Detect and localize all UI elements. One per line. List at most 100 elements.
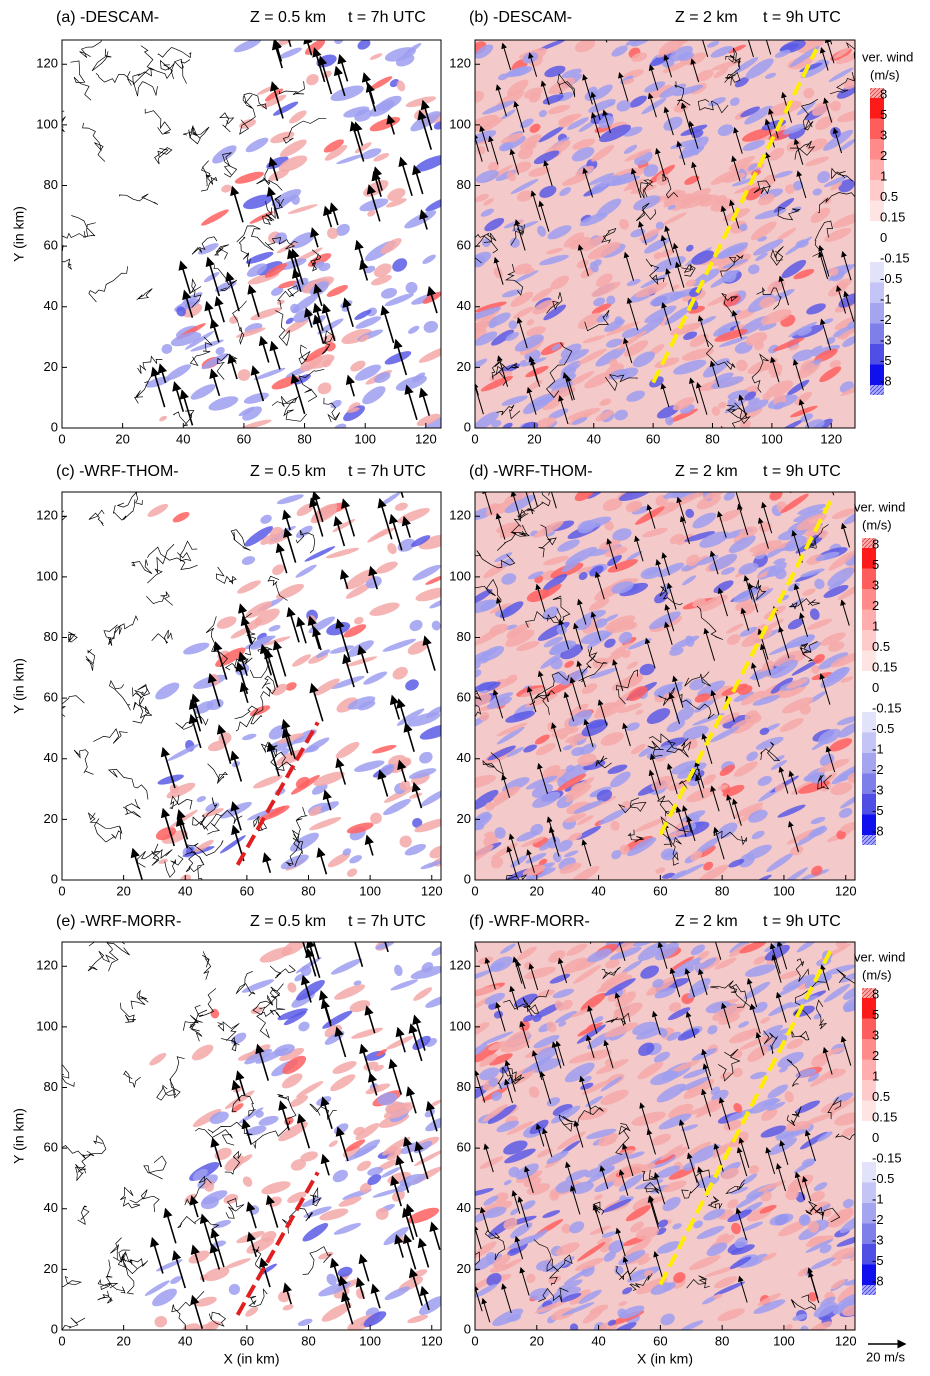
wind-arrow: [287, 40, 292, 48]
wind-arrow: [342, 297, 354, 328]
field-blob: [621, 327, 640, 339]
field-blob: [613, 1177, 624, 1187]
wind-arrow: [483, 1143, 494, 1173]
contour: [800, 643, 814, 662]
field-blob: [625, 722, 640, 732]
contour: [107, 768, 149, 800]
wind-arrow: [513, 100, 525, 133]
panel-title: (b) -DESCAM-: [469, 9, 572, 26]
field-blob: [396, 80, 406, 92]
field-blob: [233, 40, 262, 53]
field-blob: [411, 535, 431, 547]
x-tick-label: 80: [705, 431, 719, 446]
wind-arrow: [230, 750, 243, 782]
wind-arrow: [614, 992, 626, 1025]
field-blob: [762, 1098, 781, 1107]
wind-arrow: [765, 40, 772, 55]
colorbar-label: -5: [880, 353, 892, 368]
field-blob: [675, 706, 695, 722]
field-blob: [475, 662, 481, 670]
field-blob: [715, 245, 746, 259]
field-blob: [374, 372, 391, 383]
field-blob: [167, 744, 200, 761]
field-blob: [696, 1174, 720, 1189]
wind-arrow: [590, 611, 602, 641]
wind-arrow: [496, 355, 509, 387]
contour: [147, 546, 198, 570]
convergence-line: [235, 1171, 320, 1316]
field-blob: [836, 53, 855, 65]
wind-arrow: [417, 109, 433, 150]
field-blob: [300, 1151, 318, 1162]
field-blob: [773, 558, 786, 565]
contour: [192, 126, 210, 139]
field-blob: [828, 641, 845, 652]
field-blob: [650, 1070, 679, 1086]
field-blob: [526, 589, 550, 603]
y-tick-label: 0: [464, 419, 471, 434]
field-blob: [796, 942, 819, 953]
colorbar-swatch: [862, 589, 876, 610]
field-blob: [410, 966, 441, 980]
field-blob: [840, 791, 855, 809]
field-blob: [706, 1242, 728, 1257]
field-blob: [576, 1024, 606, 1044]
contour: [120, 1002, 136, 1023]
field-blob: [554, 1000, 564, 1012]
field-blob: [552, 988, 575, 999]
wind-arrow: [361, 72, 377, 112]
x-tick-label: 0: [58, 431, 65, 446]
field-blob: [604, 1022, 638, 1038]
contour: [789, 598, 821, 610]
field-blob: [648, 611, 681, 630]
field-blob: [475, 1254, 496, 1271]
field-blob: [207, 740, 228, 752]
wind-arrow: [590, 91, 601, 121]
wind-arrow: [764, 151, 776, 182]
field-blob: [354, 142, 372, 154]
field-blob: [588, 99, 616, 113]
field-blob: [640, 965, 659, 979]
field-blob: [269, 526, 284, 539]
field-blob: [627, 1151, 645, 1159]
field-blob: [536, 1148, 553, 1158]
field-blob: [593, 701, 627, 719]
wind-arrow: [820, 964, 830, 991]
field-blob: [646, 708, 671, 724]
field-blob: [603, 614, 619, 622]
field-blob: [343, 624, 367, 638]
field-blob: [216, 616, 237, 629]
field-blob: [170, 1276, 182, 1285]
field-blob: [524, 966, 557, 980]
field-blob: [750, 1071, 767, 1080]
contour: [615, 1123, 631, 1156]
field-blob: [644, 305, 677, 324]
wind-arrow: [259, 1257, 271, 1288]
field-blob: [292, 277, 309, 290]
field-blob: [155, 1259, 183, 1272]
contour: [617, 797, 647, 814]
field-blob: [354, 616, 364, 625]
wind-arrow: [765, 1146, 776, 1175]
field-blob: [835, 942, 848, 949]
colorbar-over: [862, 538, 876, 548]
field-blob: [618, 631, 633, 644]
x-tick-label: 20: [530, 883, 544, 898]
contour: [718, 1048, 741, 1082]
field-blob: [510, 1222, 533, 1239]
field-blob: [750, 221, 777, 241]
field-blob: [528, 1058, 562, 1073]
field-blob: [482, 1104, 508, 1122]
field-blob: [209, 1111, 229, 1124]
wind-arrow: [172, 381, 185, 413]
x-tick-label: 60: [646, 431, 660, 446]
field-blob: [819, 1204, 831, 1212]
field-blob: [475, 774, 496, 789]
field-blob: [666, 720, 686, 733]
field-blob: [758, 193, 775, 206]
field-blob: [780, 493, 809, 514]
contour: [270, 751, 296, 771]
field-blob: [271, 683, 288, 696]
field-blob: [558, 349, 589, 364]
field-blob: [296, 979, 325, 1001]
